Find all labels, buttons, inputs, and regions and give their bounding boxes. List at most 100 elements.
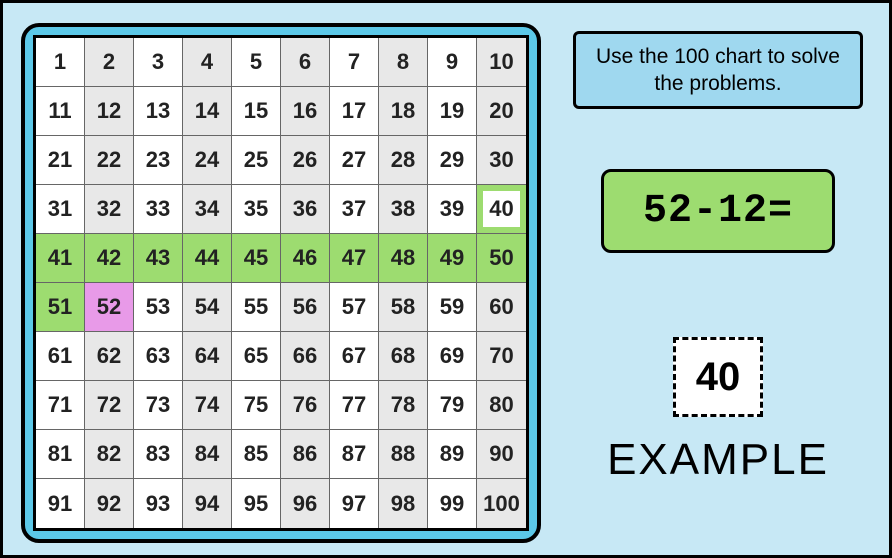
chart-cell: 75 [232, 381, 281, 430]
chart-cell: 53 [134, 283, 183, 332]
chart-cell: 79 [428, 381, 477, 430]
chart-cell: 70 [477, 332, 526, 381]
chart-cell: 41 [36, 234, 85, 283]
chart-cell: 95 [232, 479, 281, 528]
chart-cell: 64 [183, 332, 232, 381]
chart-cell: 21 [36, 136, 85, 185]
chart-cell: 34 [183, 185, 232, 234]
chart-cell: 27 [330, 136, 379, 185]
chart-cell: 83 [134, 430, 183, 479]
chart-cell: 36 [281, 185, 330, 234]
instruction-box: Use the 100 chart to solve the problems. [573, 31, 863, 109]
chart-cell: 24 [183, 136, 232, 185]
chart-cell: 81 [36, 430, 85, 479]
chart-cell: 55 [232, 283, 281, 332]
example-label: EXAMPLE [573, 435, 863, 485]
chart-cell: 22 [85, 136, 134, 185]
chart-cell: 45 [232, 234, 281, 283]
chart-cell: 38 [379, 185, 428, 234]
chart-cell: 60 [477, 283, 526, 332]
chart-cell: 89 [428, 430, 477, 479]
chart-cell: 69 [428, 332, 477, 381]
chart-cell: 31 [36, 185, 85, 234]
chart-cell: 8 [379, 38, 428, 87]
chart-cell: 94 [183, 479, 232, 528]
chart-cell: 50 [477, 234, 526, 283]
chart-cell: 66 [281, 332, 330, 381]
chart-cell: 93 [134, 479, 183, 528]
chart-cell: 49 [428, 234, 477, 283]
chart-cell: 26 [281, 136, 330, 185]
chart-cell: 91 [36, 479, 85, 528]
chart-cell: 6 [281, 38, 330, 87]
chart-cell: 58 [379, 283, 428, 332]
chart-cell: 20 [477, 87, 526, 136]
chart-cell: 3 [134, 38, 183, 87]
chart-cell: 5 [232, 38, 281, 87]
chart-cell: 29 [428, 136, 477, 185]
chart-cell: 82 [85, 430, 134, 479]
chart-cell: 51 [36, 283, 85, 332]
chart-cell: 32 [85, 185, 134, 234]
chart-cell: 86 [281, 430, 330, 479]
chart-cell: 9 [428, 38, 477, 87]
chart-cell: 54 [183, 283, 232, 332]
chart-cell: 17 [330, 87, 379, 136]
chart-cell: 11 [36, 87, 85, 136]
chart-cell: 96 [281, 479, 330, 528]
chart-cell: 44 [183, 234, 232, 283]
chart-cell: 4 [183, 38, 232, 87]
chart-cell: 42 [85, 234, 134, 283]
chart-cell: 77 [330, 381, 379, 430]
chart-cell: 28 [379, 136, 428, 185]
chart-cell: 61 [36, 332, 85, 381]
chart-cell: 1 [36, 38, 85, 87]
answer-box: 40 [673, 337, 763, 417]
chart-cell: 33 [134, 185, 183, 234]
chart-cell: 12 [85, 87, 134, 136]
chart-cell: 97 [330, 479, 379, 528]
chart-cell: 62 [85, 332, 134, 381]
hundred-chart-grid: 1234567891011121314151617181920212223242… [33, 35, 529, 531]
chart-cell: 85 [232, 430, 281, 479]
chart-cell: 52 [85, 283, 134, 332]
chart-cell: 15 [232, 87, 281, 136]
chart-cell: 71 [36, 381, 85, 430]
chart-cell: 40 [477, 185, 526, 234]
chart-cell: 80 [477, 381, 526, 430]
chart-cell: 35 [232, 185, 281, 234]
chart-cell: 56 [281, 283, 330, 332]
chart-cell: 67 [330, 332, 379, 381]
chart-cell: 39 [428, 185, 477, 234]
chart-cell: 30 [477, 136, 526, 185]
chart-cell: 37 [330, 185, 379, 234]
chart-cell: 76 [281, 381, 330, 430]
chart-cell: 47 [330, 234, 379, 283]
chart-cell: 48 [379, 234, 428, 283]
chart-cell: 13 [134, 87, 183, 136]
chart-cell: 68 [379, 332, 428, 381]
chart-cell: 46 [281, 234, 330, 283]
instruction-text: Use the 100 chart to solve the problems. [588, 43, 848, 98]
chart-cell: 84 [183, 430, 232, 479]
chart-cell: 92 [85, 479, 134, 528]
chart-cell: 88 [379, 430, 428, 479]
chart-cell: 73 [134, 381, 183, 430]
problem-box: 52-12= [601, 169, 835, 253]
hundred-chart-frame: 1234567891011121314151617181920212223242… [21, 23, 541, 543]
chart-cell: 90 [477, 430, 526, 479]
chart-cell: 72 [85, 381, 134, 430]
chart-cell: 19 [428, 87, 477, 136]
chart-cell: 78 [379, 381, 428, 430]
chart-cell: 98 [379, 479, 428, 528]
chart-cell: 23 [134, 136, 183, 185]
chart-cell: 63 [134, 332, 183, 381]
chart-cell: 7 [330, 38, 379, 87]
chart-cell: 43 [134, 234, 183, 283]
chart-cell: 10 [477, 38, 526, 87]
chart-cell: 16 [281, 87, 330, 136]
chart-cell: 65 [232, 332, 281, 381]
chart-cell: 87 [330, 430, 379, 479]
chart-cell: 2 [85, 38, 134, 87]
chart-cell: 18 [379, 87, 428, 136]
